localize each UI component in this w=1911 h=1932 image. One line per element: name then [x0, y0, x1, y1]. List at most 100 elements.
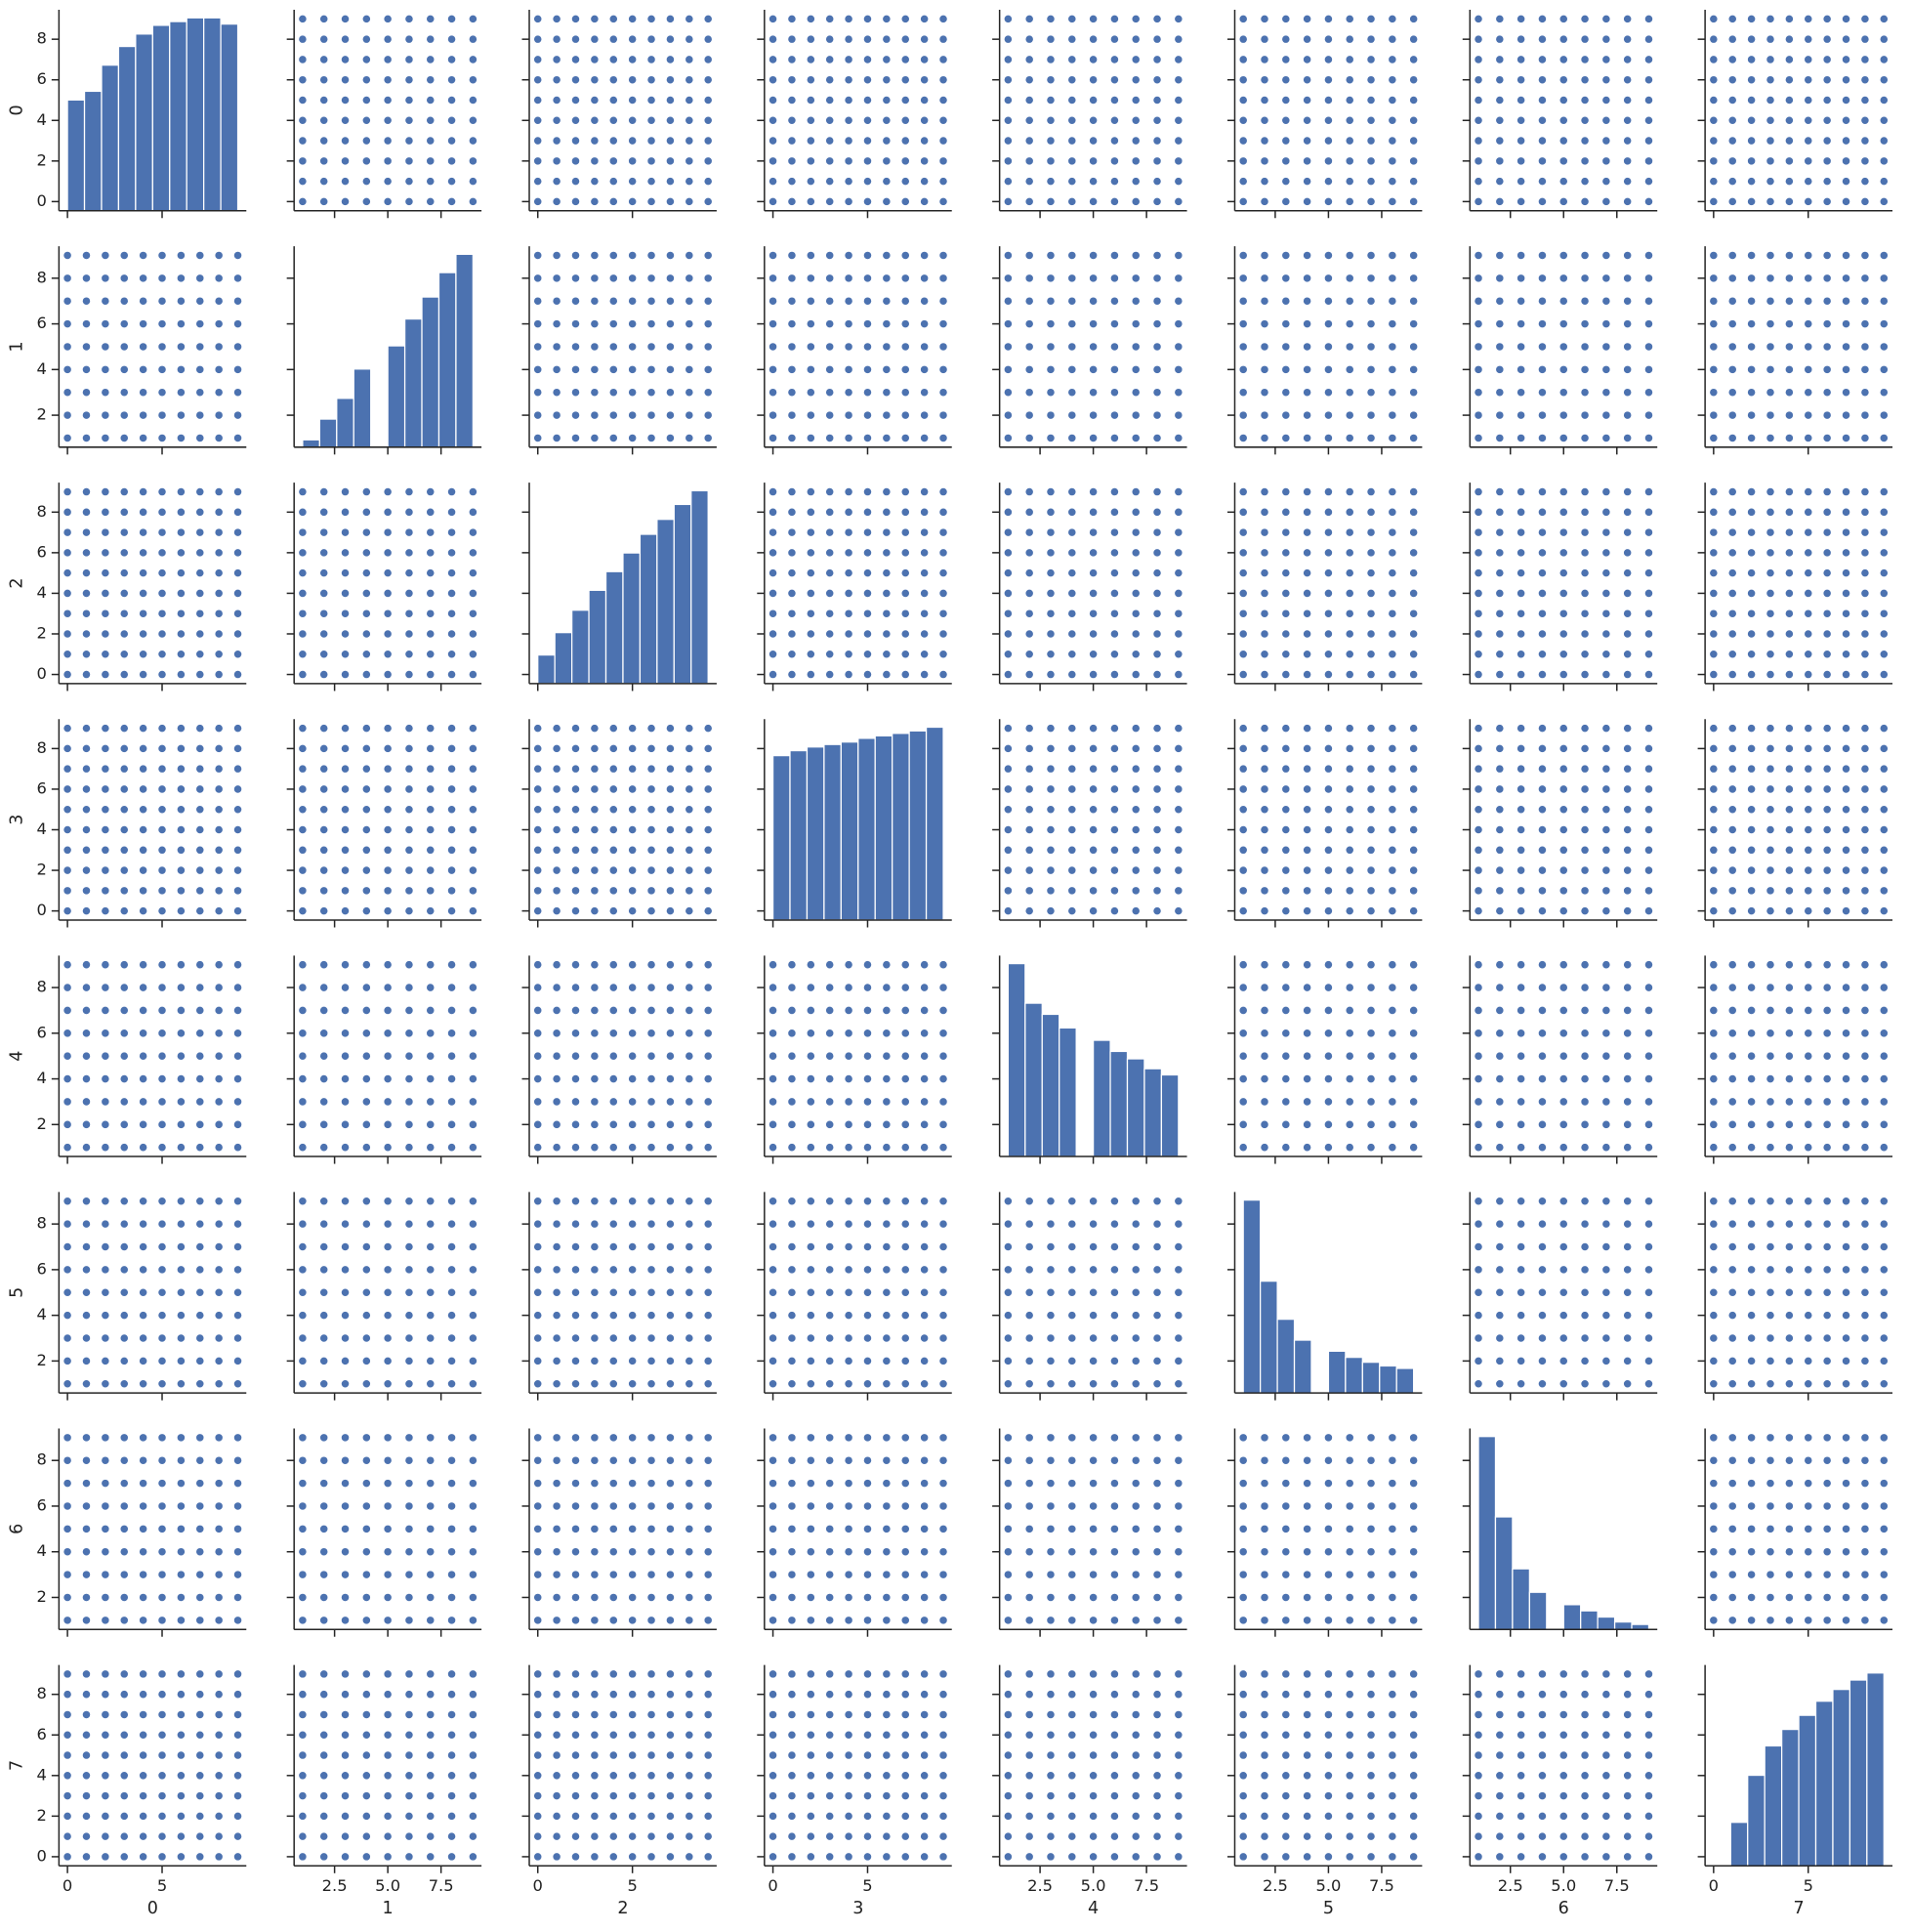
scatter-point — [703, 1592, 713, 1602]
scatter-point — [703, 1143, 713, 1153]
scatter-point — [1260, 568, 1269, 578]
scatter-point — [1238, 609, 1248, 618]
scatter-point — [214, 507, 224, 517]
scatter-point — [1474, 824, 1483, 835]
scatter-point — [195, 629, 205, 639]
scatter-point — [1174, 487, 1184, 497]
scatter-point — [1558, 296, 1568, 306]
scatter-point — [1345, 960, 1354, 970]
scatter-point — [1709, 14, 1719, 23]
scatter-point — [1879, 14, 1889, 23]
scatter-point — [920, 487, 930, 497]
scatter-point — [1784, 1379, 1794, 1389]
scatter-point — [1174, 906, 1184, 916]
scatter-point — [1879, 115, 1889, 125]
scatter-point — [1152, 34, 1162, 44]
scatter-point — [1495, 886, 1505, 896]
scatter-point — [1784, 1524, 1794, 1533]
scatter-point — [1623, 136, 1633, 146]
scatter-point — [787, 1455, 797, 1465]
scatter-point — [1537, 1333, 1547, 1343]
scatter-point — [769, 960, 778, 970]
scatter-point — [806, 960, 815, 970]
scatter-point — [900, 1005, 910, 1015]
scatter-point — [570, 95, 581, 105]
scatter-point — [590, 983, 600, 992]
scatter-point — [1558, 1311, 1568, 1321]
scatter-point — [1804, 1570, 1813, 1579]
scatter-point — [685, 724, 694, 734]
scatter-point — [1727, 824, 1737, 835]
scatter-point — [1409, 1570, 1419, 1579]
scatter-point — [139, 983, 148, 992]
scatter-point — [882, 548, 892, 558]
scatter-point — [1067, 364, 1077, 374]
scatter-point — [900, 983, 910, 992]
scatter-point — [1366, 724, 1376, 734]
scatter-point — [1323, 296, 1333, 306]
scatter-point — [1388, 568, 1397, 578]
scatter-point — [1842, 388, 1851, 398]
scatter-point — [404, 960, 414, 970]
scatter-point — [1822, 1197, 1832, 1206]
scatter-point — [1345, 342, 1354, 352]
scatter-point — [447, 824, 457, 835]
scatter-point — [1067, 670, 1077, 680]
scatter-point — [844, 487, 853, 497]
scatter-point — [938, 1265, 948, 1275]
scatter-point — [214, 296, 224, 306]
scatter-point — [1345, 527, 1354, 537]
scatter-point — [1109, 629, 1119, 639]
scatter-point — [1474, 1143, 1483, 1153]
scatter-point — [1003, 1356, 1013, 1365]
scatter-point — [1046, 805, 1056, 815]
scatter-point — [1784, 115, 1794, 125]
scatter-point — [900, 1616, 910, 1625]
scatter-point — [361, 1547, 371, 1557]
scatter-point — [383, 983, 393, 992]
y-tick-label: 6 — [36, 1259, 46, 1278]
scatter-point — [1804, 1197, 1813, 1206]
scatter-point — [319, 1287, 329, 1297]
scatter-point — [81, 1592, 91, 1602]
scatter-point — [685, 1074, 694, 1084]
scatter-point — [1784, 1005, 1794, 1015]
scatter-point — [139, 250, 148, 260]
scatter-point — [1784, 906, 1794, 916]
scatter-point — [1303, 865, 1312, 875]
scatter-point — [646, 34, 656, 44]
scatter-point — [1152, 629, 1162, 639]
scatter-point — [1366, 805, 1376, 815]
y-tick-label: 8 — [36, 1450, 46, 1469]
scatter-point — [1822, 629, 1832, 639]
scatter-point — [862, 1570, 872, 1579]
scatter-point — [825, 95, 835, 105]
scatter-point — [646, 824, 656, 835]
y-tick-label: 0 — [36, 901, 46, 919]
scatter-point — [233, 568, 243, 578]
scatter-point — [1860, 410, 1870, 420]
scatter-point — [1558, 507, 1568, 517]
scatter-point — [590, 196, 600, 206]
scatter-point — [1409, 273, 1419, 283]
scatter-point — [1366, 364, 1376, 374]
scatter-point — [552, 433, 561, 442]
scatter-point — [1067, 196, 1077, 206]
scatter-point — [119, 410, 129, 420]
scatter-point — [1109, 410, 1119, 420]
scatter-point — [1643, 764, 1653, 774]
scatter-point — [233, 1570, 243, 1579]
scatter-point — [1089, 1287, 1099, 1297]
y-tick-label: 6 — [36, 778, 46, 797]
scatter-point — [665, 1455, 675, 1465]
scatter-point — [862, 1051, 872, 1061]
scatter-point — [703, 1029, 713, 1038]
histogram-bar — [1512, 1568, 1530, 1630]
scatter-point — [404, 1455, 414, 1465]
scatter-point — [1747, 1241, 1757, 1252]
scatter-point — [1804, 824, 1813, 835]
scatter-point — [383, 177, 393, 187]
scatter-point — [1879, 177, 1889, 187]
scatter-point — [447, 136, 457, 146]
scatter-point — [1024, 115, 1034, 125]
